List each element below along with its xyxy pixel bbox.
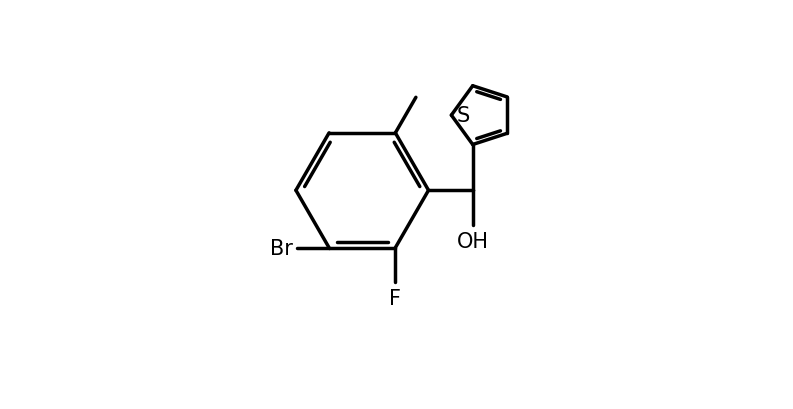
Text: Br: Br [270,238,293,258]
Text: F: F [389,288,401,308]
Text: S: S [457,106,470,126]
Text: OH: OH [457,231,488,251]
